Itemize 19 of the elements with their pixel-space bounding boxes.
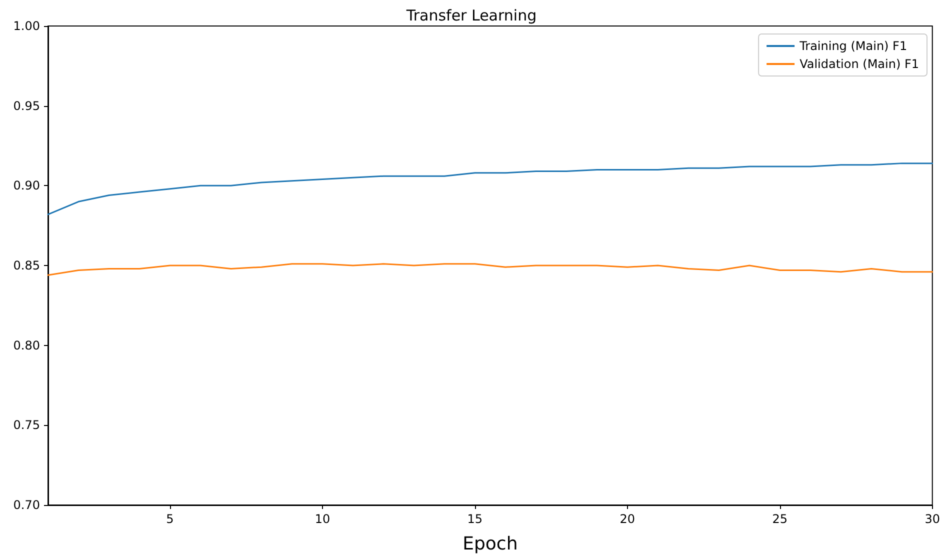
legend-label: Training (Main) F1 — [798, 39, 908, 53]
line-series — [47, 162, 934, 216]
y-tick-label: 0.95 — [13, 98, 40, 113]
x-tick-label: 20 — [620, 512, 636, 526]
chart-title: Transfer Learning — [405, 6, 537, 24]
y-tick-label: 0.85 — [13, 258, 40, 272]
y-tick-label: 1.00 — [13, 19, 40, 33]
legend-label: Validation (Main) F1 — [800, 57, 920, 71]
x-tick-label: 30 — [924, 512, 940, 526]
x-tick-label: 25 — [772, 512, 788, 526]
x-tick-label: 15 — [467, 512, 483, 526]
y-tick-label: 0.90 — [13, 178, 40, 193]
y-tick-label: 0.75 — [13, 418, 40, 432]
y-tick-label: 0.80 — [13, 338, 40, 352]
x-tick-label: 5 — [166, 512, 174, 526]
x-axis-title: Epoch — [462, 534, 518, 554]
x-tick-label: 10 — [314, 512, 330, 526]
line-series — [47, 263, 934, 276]
y-tick-label: 0.70 — [13, 498, 40, 512]
